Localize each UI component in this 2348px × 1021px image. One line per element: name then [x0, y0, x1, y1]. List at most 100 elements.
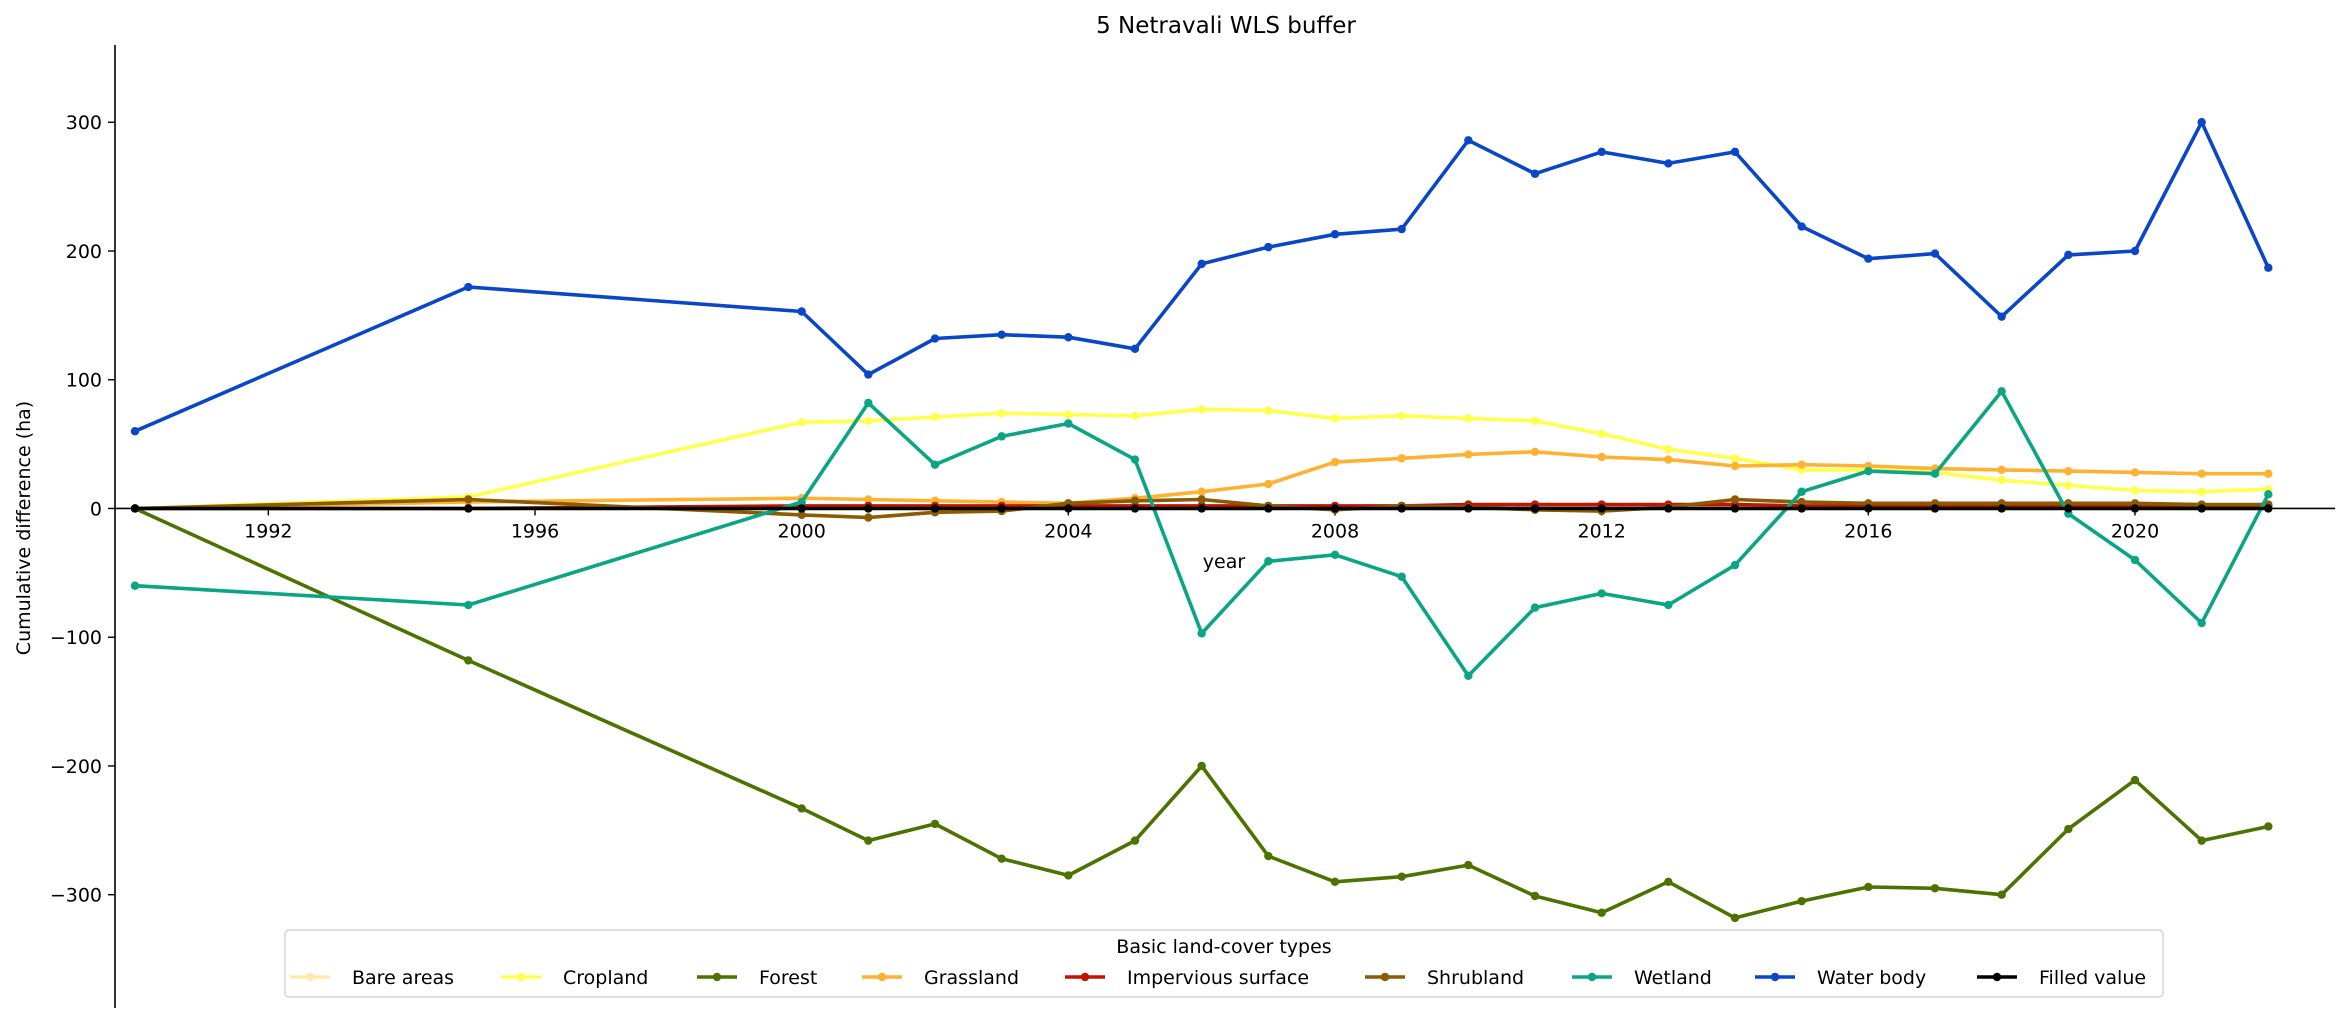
series-line-water-body [133, 120, 2271, 434]
data-point-water-body [864, 370, 873, 379]
y-tick-label: −100 [50, 627, 102, 649]
data-point-forest [1397, 872, 1406, 881]
legend-marker [1770, 972, 1780, 982]
data-point-wetland [797, 497, 806, 507]
data-point-water-body [797, 307, 806, 316]
data-point-forest [2064, 824, 2073, 834]
legend-item-bare-areas: Bare areas [290, 967, 454, 989]
data-point-forest [997, 854, 1006, 863]
data-point-cropland [1997, 475, 2006, 485]
data-point-forest [1130, 836, 1140, 845]
data-point-cropland [1264, 406, 1273, 415]
data-point-water-body [1064, 333, 1073, 342]
data-point-filled-value [930, 504, 940, 513]
data-point-filled-value [130, 504, 140, 513]
data-point-wetland [464, 600, 473, 610]
data-point-wetland [1530, 603, 1540, 612]
data-point-cropland [2064, 481, 2073, 490]
data-point-wetland [1064, 419, 1073, 428]
data-point-grassland [1997, 465, 2006, 475]
data-point-forest [1330, 877, 1340, 887]
legend-item-impervious-surface: Impervious surface [1065, 967, 1309, 989]
data-point-wetland [1130, 455, 1140, 464]
data-point-forest [2197, 836, 2206, 845]
data-point-water-body [1530, 169, 1540, 178]
data-point-wetland [1797, 487, 1806, 496]
data-point-grassland [1597, 452, 1606, 462]
data-point-grassland [1730, 461, 1740, 471]
data-point-water-body [464, 282, 473, 292]
data-point-grassland [2130, 468, 2140, 477]
data-point-cropland [1064, 410, 1073, 419]
legend-label: Grassland [924, 967, 1019, 989]
data-point-water-body [997, 330, 1006, 339]
data-point-filled-value [1264, 504, 1273, 513]
data-point-filled-value [1864, 504, 1873, 513]
data-point-water-body [1330, 230, 1340, 239]
data-point-wetland [1597, 589, 1606, 598]
legend-item-wetland: Wetland [1572, 967, 1712, 989]
data-point-grassland [864, 495, 873, 504]
data-point-forest [1797, 896, 1806, 906]
data-point-filled-value [464, 504, 473, 513]
data-point-filled-value [1064, 504, 1073, 513]
data-point-forest [1597, 908, 1606, 917]
data-point-filled-value [1797, 504, 1806, 513]
y-tick-label: −300 [50, 885, 102, 907]
data-point-filled-value [997, 504, 1006, 513]
legend-item-cropland: Cropland [501, 967, 648, 989]
data-point-filled-value [1997, 504, 2006, 513]
data-point-shrubland [1197, 495, 1206, 504]
legend-entries: Bare areas Cropland Forest Grassland Impervi… [290, 967, 2146, 989]
data-point-water-body [1397, 224, 1406, 234]
data-point-grassland [1797, 460, 1806, 469]
data-point-forest [464, 656, 473, 665]
data-point-filled-value [2130, 504, 2140, 513]
data-point-wetland [1397, 572, 1406, 581]
legend-marker [305, 972, 315, 982]
y-tick-label: −200 [50, 756, 102, 778]
legend-item-water-body: Water body [1755, 967, 1926, 989]
data-point-wetland [2197, 618, 2206, 628]
data-point-forest [797, 804, 806, 813]
data-point-forest [1730, 913, 1740, 923]
data-point-filled-value [1197, 504, 1206, 513]
data-point-filled-value [1464, 504, 1473, 513]
data-point-forest [1197, 761, 1206, 771]
x-tick-label: 2008 [1311, 520, 1359, 542]
legend-label: Impervious surface [1127, 967, 1309, 989]
x-tick-label: 2004 [1044, 520, 1092, 542]
data-point-cropland [2130, 486, 2140, 495]
legend-marker [877, 972, 887, 982]
data-point-cropland [1330, 414, 1340, 423]
data-point-cropland [797, 418, 806, 427]
data-point-shrubland [864, 513, 873, 522]
data-point-water-body [1130, 344, 1140, 354]
data-point-wetland [130, 581, 140, 590]
legend-label: Water body [1817, 967, 1926, 989]
x-axis-label: year [1203, 551, 1246, 573]
data-point-filled-value [1730, 504, 1740, 513]
legend-marker [1992, 972, 2002, 982]
x-tick-label: 2016 [1844, 520, 1892, 542]
data-point-water-body [2064, 250, 2073, 260]
data-point-wetland [930, 460, 940, 469]
legend-label: Bare areas [352, 967, 454, 989]
data-point-filled-value [797, 504, 806, 513]
data-point-wetland [997, 432, 1006, 441]
data-point-cropland [1664, 445, 1673, 454]
data-point-wetland [864, 398, 873, 408]
data-point-grassland [2197, 469, 2206, 478]
legend-label: Shrubland [1427, 967, 1524, 989]
data-point-wetland [1197, 629, 1206, 638]
chart-title: 5 Netravali WLS buffer [1096, 13, 1356, 39]
data-point-forest [1264, 851, 1273, 861]
legend-marker [712, 972, 722, 982]
data-point-water-body [1464, 136, 1473, 145]
legend-marker [516, 972, 526, 982]
data-point-forest [2130, 775, 2140, 785]
data-point-wetland [1464, 671, 1473, 681]
data-point-shrubland [1797, 497, 1806, 507]
data-point-grassland [2264, 469, 2273, 478]
data-point-wetland [1264, 557, 1273, 566]
